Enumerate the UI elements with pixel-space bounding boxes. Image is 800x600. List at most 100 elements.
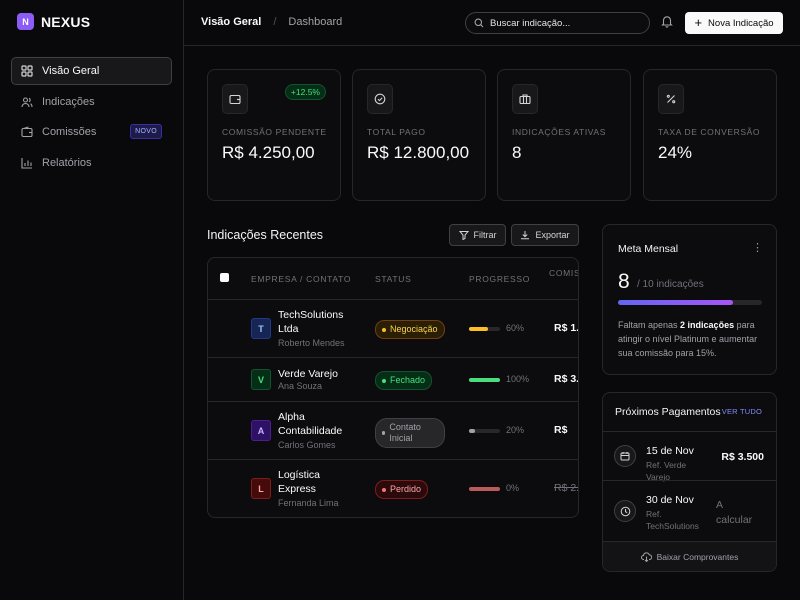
status-dot (382, 487, 386, 492)
progress-bar (469, 378, 500, 382)
payment-item[interactable]: 15 de Nov Ref. Verde Varejo R$ 3.500 (603, 431, 776, 482)
export-button[interactable]: Exportar (511, 224, 579, 246)
stat-value: R$ 4.250,00 (222, 143, 315, 162)
clock-icon (614, 500, 636, 522)
new-referral-label: Nova Indicação (708, 17, 774, 29)
download-receipts-label: Baixar Comprovantes (656, 551, 739, 562)
sidebar-item-visao-geral[interactable]: Visão Geral (11, 57, 172, 85)
progress-bar (469, 487, 500, 491)
status-badge: Contato Inicial (375, 418, 445, 448)
brand[interactable]: N NEXUS (17, 13, 90, 30)
payment-ref: Ref. Verde Varejo (646, 460, 687, 482)
breadcrumb-separator: / (273, 16, 277, 28)
progress-percent: 100% (506, 374, 530, 384)
contact-name: Roberto Mendes (278, 338, 345, 348)
goal-description: Faltam apenas 2 indicações para atingir … (618, 318, 763, 360)
bell-icon[interactable] (660, 14, 674, 28)
company-name: Alpha Contabilidade (278, 411, 343, 437)
table-row[interactable]: V Verde Varejo Ana Souza Fechado 100% R$ 3. (208, 358, 578, 402)
column-header[interactable]: COMISSÃO (549, 268, 578, 278)
wallet-icon (21, 126, 33, 138)
search-icon (474, 18, 484, 28)
status-label: Contato Inicial (389, 422, 421, 443)
referrals-table: EMPRESA / CONTATO STATUS PROGRESSO COMIS… (207, 257, 579, 518)
grid-icon (21, 65, 33, 77)
stat-icon-box (658, 84, 684, 114)
users-icon (21, 97, 33, 107)
sidebar-item-label: Visão Geral (42, 65, 100, 77)
delta-badge: +12.5% (284, 84, 326, 100)
more-menu-icon[interactable]: ⋮ (752, 242, 763, 254)
progress-fill (469, 327, 488, 331)
column-header[interactable]: EMPRESA / CONTATO (251, 274, 352, 284)
goal-current: 8 (618, 270, 630, 293)
stat-icon-box (222, 84, 248, 114)
company-name: Verde Varejo (278, 368, 338, 380)
bar-chart-icon (21, 158, 32, 169)
contact-name: Fernanda Lima (278, 498, 339, 508)
filter-button[interactable]: Filtrar (449, 224, 506, 246)
monthly-goal-card: Meta Mensal ⋮ 8 / 10 indicações Faltam a… (602, 224, 777, 375)
commission-amount: R$ 3. (554, 373, 579, 385)
column-header[interactable]: PROGRESSO (469, 274, 531, 284)
progress-percent: 60% (506, 323, 525, 333)
goal-progress-bar (618, 300, 762, 305)
select-all-checkbox[interactable] (220, 273, 229, 282)
company-name: Logística Express (278, 469, 321, 495)
stat-label: TAXA DE CONVERSÃO (658, 127, 761, 137)
status-label: Fechado (390, 375, 426, 385)
brand-logo: N (17, 13, 34, 30)
breadcrumb-item[interactable]: Visão Geral (201, 16, 262, 28)
status-dot (382, 327, 386, 332)
commission-amount: R$ 2. (554, 482, 579, 494)
company-avatar: V (251, 369, 271, 390)
view-all-link[interactable]: VER TUDO (721, 407, 762, 416)
calendar-icon (614, 445, 636, 467)
goal-text-highlight: 2 indicações (680, 320, 735, 330)
column-header[interactable]: STATUS (375, 274, 412, 284)
stat-value: 8 (512, 143, 522, 162)
progress-fill (469, 429, 476, 433)
new-referral-button[interactable]: + Nova Indicação (685, 12, 783, 34)
goal-text-start: Faltam apenas (618, 320, 681, 330)
stat-icon-box (512, 84, 538, 114)
percent-icon (666, 94, 676, 104)
sidebar-nav: Visão Geral Indicações Comissões NOVO Re… (11, 57, 172, 180)
goal-total: / 10 indicações (637, 279, 704, 290)
status-badge: Perdido (375, 480, 429, 499)
sidebar-item-relatorios[interactable]: Relatórios (11, 149, 172, 177)
payment-date: 30 de Nov (646, 494, 694, 506)
status-badge: Fechado (375, 371, 433, 390)
stat-label: TOTAL PAGO (367, 127, 426, 137)
status-dot (382, 378, 386, 383)
stat-value: 24% (658, 143, 693, 162)
search-box[interactable] (465, 12, 650, 34)
goal-title: Meta Mensal (618, 243, 679, 255)
contact-name: Carlos Gomes (278, 440, 336, 450)
breadcrumb-item[interactable]: Dashboard (288, 16, 343, 28)
table-row[interactable]: T TechSolutions Ltda Roberto Mendes Negocia… (208, 300, 578, 358)
progress-bar (469, 327, 500, 331)
status-label: Negociação (390, 324, 438, 334)
payment-item[interactable]: 30 de Nov Ref. TechSolutions A calcular (603, 480, 776, 542)
stat-card-pending-commission: +12.5% COMISSÃO PENDENTE R$ 4.250,00 (207, 69, 341, 201)
download-receipts-button[interactable]: Baixar Comprovantes (603, 541, 776, 571)
payment-amount: A calcular (716, 499, 753, 526)
table-row[interactable]: A Alpha Contabilidade Carlos Gomes Contato … (208, 402, 578, 460)
sidebar-item-indicacoes[interactable]: Indicações (11, 88, 172, 116)
progress-bar (469, 429, 500, 433)
company-avatar: L (251, 478, 271, 499)
table-header: EMPRESA / CONTATO STATUS PROGRESSO COMIS… (208, 258, 578, 300)
commission-amount: R$ 1. (554, 322, 579, 334)
search-input[interactable] (490, 17, 640, 29)
stat-label: COMISSÃO PENDENTE (222, 127, 327, 137)
status-label: Perdido (390, 484, 422, 494)
company-avatar: T (251, 318, 271, 339)
stat-card-active-referrals: INDICAÇÕES ATIVAS 8 (497, 69, 631, 201)
table-row[interactable]: L Logística Express Fernanda Lima Perdido 0%… (208, 460, 579, 517)
payments-title: Próximos Pagamentos (615, 406, 721, 418)
sidebar-item-comissoes[interactable]: Comissões NOVO (11, 118, 172, 146)
status-dot (382, 431, 386, 435)
stat-card-total-paid: TOTAL PAGO R$ 12.800,00 (352, 69, 486, 201)
export-label: Exportar (535, 230, 570, 240)
